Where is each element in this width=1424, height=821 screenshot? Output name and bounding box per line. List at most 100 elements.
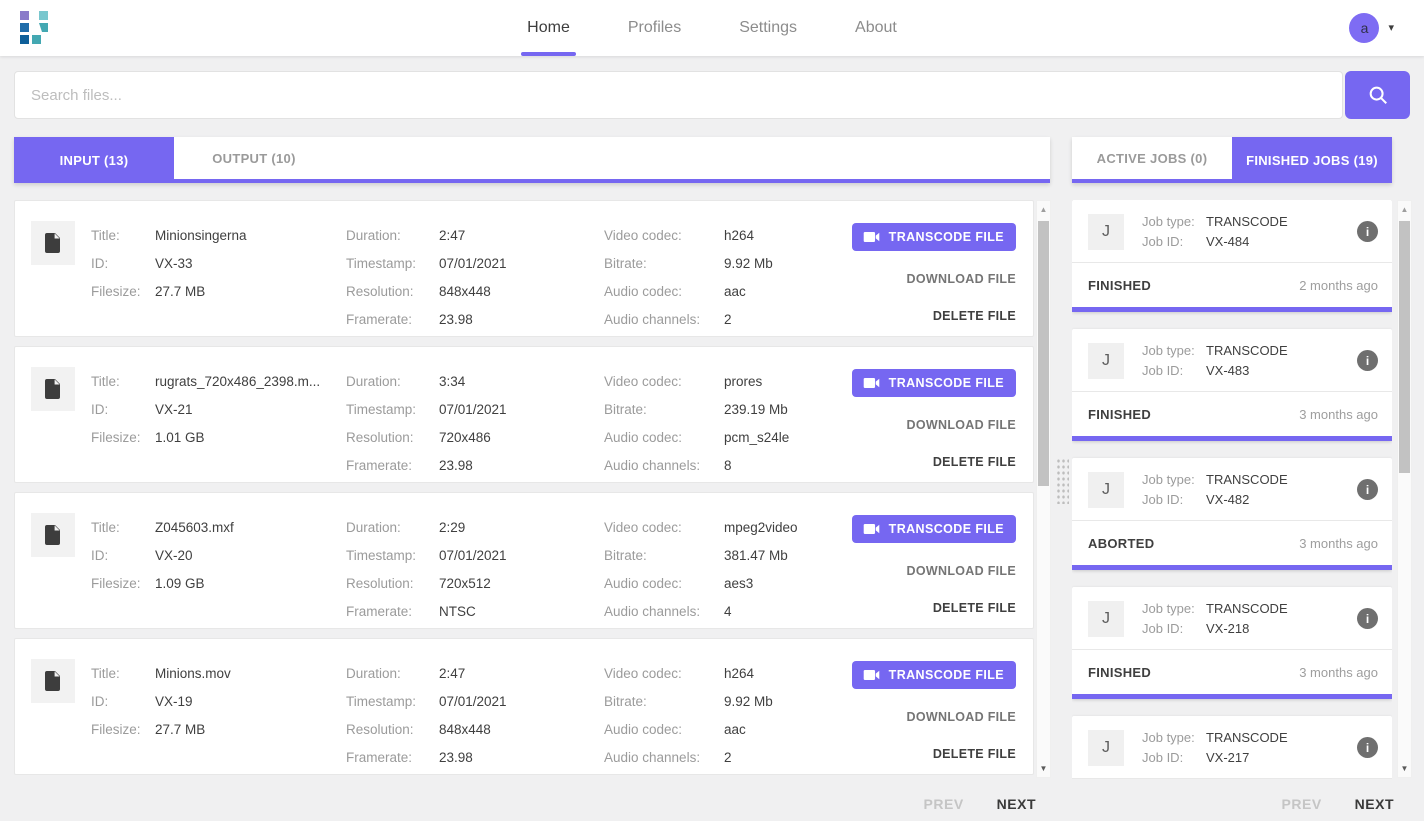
job-avatar: J xyxy=(1088,601,1124,637)
file-duration: 2:29 xyxy=(439,520,466,535)
scroll-up-icon[interactable]: ▲ xyxy=(1400,205,1409,214)
file-audio-codec: aac xyxy=(724,284,746,299)
file-audio-codec: aes3 xyxy=(724,576,754,591)
job-card: J Job type: TRANSCODE Job ID: VX-218 i FIN… xyxy=(1072,587,1392,699)
nav-item-home[interactable]: Home xyxy=(521,0,576,56)
field-label: Filesize: xyxy=(91,722,141,737)
file-framerate: 23.98 xyxy=(439,458,473,473)
file-filesize: 27.7 MB xyxy=(155,722,206,737)
delete-file-link[interactable]: DELETE FILE xyxy=(932,601,1016,615)
app-logo-icon xyxy=(20,11,48,44)
file-audio-channels: 2 xyxy=(724,312,732,327)
info-icon[interactable]: i xyxy=(1357,221,1378,242)
download-file-link[interactable]: DOWNLOAD FILE xyxy=(906,272,1016,286)
next-button[interactable]: NEXT xyxy=(1354,796,1394,812)
field-label: Audio channels: xyxy=(604,604,701,619)
job-time: 2 months ago xyxy=(1299,278,1378,293)
field-label: Video codec: xyxy=(604,520,682,535)
field-label: Duration: xyxy=(346,228,401,243)
info-icon[interactable]: i xyxy=(1357,608,1378,629)
search-input[interactable] xyxy=(14,71,1343,119)
file-icon xyxy=(31,659,75,703)
job-status: ABORTED xyxy=(1088,536,1155,551)
job-type: TRANSCODE xyxy=(1206,601,1288,616)
scroll-up-icon[interactable]: ▲ xyxy=(1039,205,1048,214)
field-label: Timestamp: xyxy=(346,548,417,563)
search-button[interactable] xyxy=(1345,71,1410,119)
file-timestamp: 07/01/2021 xyxy=(439,548,507,563)
prev-button[interactable]: PREV xyxy=(923,796,964,812)
tab-input[interactable]: INPUT (13) xyxy=(14,137,174,183)
file-video-codec: mpeg2video xyxy=(724,520,798,535)
delete-file-link[interactable]: DELETE FILE xyxy=(932,455,1016,469)
main-nav: Home Profiles Settings About xyxy=(0,0,1424,56)
prev-button[interactable]: PREV xyxy=(1281,796,1322,812)
file-card: Title: Minionsingerna ID: VX-33 Filesize: 2… xyxy=(14,200,1034,337)
job-id: VX-218 xyxy=(1206,621,1250,636)
field-label: Bitrate: xyxy=(604,548,647,563)
file-audio-channels: 2 xyxy=(724,750,732,765)
videocam-icon xyxy=(863,524,879,534)
delete-file-link[interactable]: DELETE FILE xyxy=(932,309,1016,323)
field-label: Timestamp: xyxy=(346,256,417,271)
app-header: Home Profiles Settings About a ▾ xyxy=(0,0,1424,56)
download-file-link[interactable]: DOWNLOAD FILE xyxy=(906,418,1016,432)
field-label: Audio channels: xyxy=(604,750,701,765)
field-label: Video codec: xyxy=(604,374,682,389)
file-id: VX-21 xyxy=(155,402,193,417)
nav-item-profiles[interactable]: Profiles xyxy=(627,19,682,36)
panel-resize-handle[interactable] xyxy=(1056,458,1069,504)
file-timestamp: 07/01/2021 xyxy=(439,694,507,709)
tab-finished-jobs[interactable]: FINISHED JOBS (19) xyxy=(1232,137,1392,183)
download-file-link[interactable]: DOWNLOAD FILE xyxy=(906,564,1016,578)
scroll-down-icon[interactable]: ▼ xyxy=(1039,764,1048,773)
transcode-file-button[interactable]: TRANSCODE FILE xyxy=(851,661,1016,689)
jobs-tabstrip: ACTIVE JOBS (0) FINISHED JOBS (19) xyxy=(1072,137,1392,183)
transcode-file-button[interactable]: TRANSCODE FILE xyxy=(851,223,1016,251)
field-label: Title: xyxy=(91,666,120,681)
job-type: TRANSCODE xyxy=(1206,214,1288,229)
transcode-file-button[interactable]: TRANSCODE FILE xyxy=(851,515,1016,543)
tab-active-jobs[interactable]: ACTIVE JOBS (0) xyxy=(1096,150,1208,166)
tab-output[interactable]: OUTPUT (10) xyxy=(212,150,296,166)
download-file-link[interactable]: DOWNLOAD FILE xyxy=(906,710,1016,724)
transcode-file-button[interactable]: TRANSCODE FILE xyxy=(851,369,1016,397)
scroll-down-icon[interactable]: ▼ xyxy=(1400,764,1409,773)
job-status: FINISHED xyxy=(1088,278,1152,293)
field-label: ID: xyxy=(91,694,109,709)
field-label: Title: xyxy=(91,374,120,389)
field-label: Duration: xyxy=(346,666,401,681)
field-label: Filesize: xyxy=(91,576,141,591)
file-card: Title: rugrats_720x486_2398.m... ID: VX-21… xyxy=(14,346,1034,483)
nav-item-settings[interactable]: Settings xyxy=(739,19,798,36)
file-duration: 2:47 xyxy=(439,228,466,243)
delete-file-link[interactable]: DELETE FILE xyxy=(932,747,1016,761)
field-label: Title: xyxy=(91,228,120,243)
file-filesize: 1.01 GB xyxy=(155,430,205,445)
files-scrollbar[interactable]: ▲ ▼ xyxy=(1036,200,1051,778)
nav-item-about[interactable]: About xyxy=(855,19,897,36)
jobs-list: J Job type: TRANSCODE Job ID: VX-484 i FIN… xyxy=(1072,200,1392,779)
file-bitrate: 381.47 Mb xyxy=(724,548,788,563)
file-framerate: NTSC xyxy=(439,604,476,619)
next-button[interactable]: NEXT xyxy=(996,796,1036,812)
field-label: Resolution: xyxy=(346,722,414,737)
scrollbar-thumb[interactable] xyxy=(1399,221,1410,473)
avatar[interactable]: a xyxy=(1349,13,1380,43)
field-label: ID: xyxy=(91,402,109,417)
account-menu[interactable]: a ▾ xyxy=(1349,0,1394,56)
file-id: VX-33 xyxy=(155,256,193,271)
field-label: Bitrate: xyxy=(604,256,647,271)
info-icon[interactable]: i xyxy=(1357,350,1378,371)
field-label: Timestamp: xyxy=(346,694,417,709)
job-avatar: J xyxy=(1088,343,1124,379)
jobs-scrollbar[interactable]: ▲ ▼ xyxy=(1397,200,1412,778)
job-type-label: Job type: xyxy=(1142,343,1195,358)
info-icon[interactable]: i xyxy=(1357,479,1378,500)
file-bitrate: 239.19 Mb xyxy=(724,402,788,417)
file-title: Minions.mov xyxy=(155,666,231,681)
info-icon[interactable]: i xyxy=(1357,737,1378,758)
tabstrip-underline xyxy=(1072,179,1392,183)
job-type-label: Job type: xyxy=(1142,472,1195,487)
scrollbar-thumb[interactable] xyxy=(1038,221,1049,486)
